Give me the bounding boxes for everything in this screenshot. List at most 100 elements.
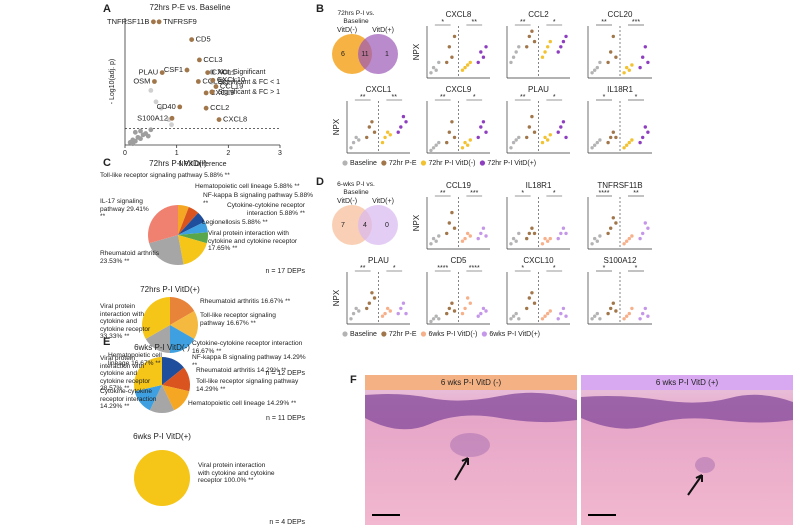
slice-sig: ** — [124, 385, 130, 393]
legend-swatch — [342, 160, 348, 166]
dot — [437, 60, 441, 65]
dot — [545, 311, 550, 316]
point — [130, 141, 136, 147]
sig-label: **** — [437, 265, 448, 272]
dot — [595, 239, 599, 243]
slice-name: Viral protein interaction with cytokine … — [100, 355, 151, 385]
dot — [484, 130, 488, 134]
dot — [545, 239, 550, 243]
dot — [463, 236, 467, 241]
dot — [468, 138, 472, 142]
dot — [429, 148, 433, 153]
sig-label: * — [603, 94, 606, 101]
sig-label: * — [635, 265, 638, 272]
point-label: CXCL8 — [223, 115, 247, 124]
slice-value: 23.53% — [100, 257, 123, 265]
dot — [630, 138, 634, 142]
slice-value: 5.88% — [273, 183, 293, 190]
slice-name: Viral protein interaction with cytokine … — [100, 303, 151, 333]
legend-swatch — [342, 331, 348, 337]
dot — [517, 231, 521, 236]
plot-title: CCL20 — [608, 10, 633, 19]
slice-label: Cytokine-cytokine receptor interaction 5… — [210, 202, 305, 217]
legend-label: 72hr P-E — [389, 160, 417, 167]
pie-slice — [178, 212, 205, 235]
dot — [625, 65, 629, 70]
sig-label: ** — [520, 19, 526, 26]
dot — [447, 306, 452, 311]
dot — [556, 317, 560, 321]
dot — [434, 143, 438, 147]
dot — [460, 146, 465, 150]
plot-title: CXCL10 — [523, 256, 554, 265]
legend-swatch — [381, 331, 387, 337]
dot — [556, 236, 560, 241]
dot — [590, 71, 594, 75]
legend-label: Baseline — [350, 160, 377, 167]
pie-slice — [149, 235, 184, 265]
dot — [509, 60, 513, 65]
dot — [614, 309, 618, 313]
legend-swatch — [209, 69, 215, 75]
point — [216, 117, 222, 122]
plot-title: PLAU — [528, 85, 549, 94]
dot — [479, 231, 483, 236]
dot — [561, 120, 566, 124]
slice-label: NF-kappa B signaling pathway 5.88% ** — [203, 192, 313, 207]
point — [210, 77, 216, 83]
slice-sig: ** — [291, 400, 297, 407]
point — [148, 87, 154, 93]
slice-label: Cytokine-cytokine receptor interaction 1… — [192, 340, 307, 355]
slice-sig: ** — [281, 367, 287, 374]
point — [195, 79, 201, 84]
x-tick-label: 1 — [175, 150, 179, 157]
point-label: PLAU — [139, 68, 159, 77]
dot — [564, 135, 568, 140]
dot — [351, 311, 356, 316]
sig-label: * — [473, 94, 476, 101]
dot — [646, 130, 650, 134]
point — [213, 84, 219, 89]
dot — [540, 317, 545, 321]
venn-label: VitD(-) — [337, 27, 357, 34]
dot — [646, 226, 650, 230]
venn-title-text: 72hrs P-I vs. Baseline — [337, 10, 375, 25]
dot — [468, 234, 472, 238]
pie-slice — [162, 357, 184, 385]
dot — [460, 311, 465, 316]
dot — [452, 226, 457, 230]
legend-swatch — [209, 89, 215, 95]
sig-label: * — [635, 94, 638, 101]
sig-label: * — [603, 265, 606, 272]
point-label: CD5 — [196, 35, 211, 44]
dot — [447, 130, 452, 134]
venn-count: 4 — [363, 222, 367, 229]
dot — [598, 234, 602, 238]
point — [184, 67, 190, 73]
slice-label: Hematopoietic cell lineage 14.29% ** — [188, 400, 308, 408]
dot — [481, 226, 486, 230]
point — [152, 79, 157, 84]
y-axis-label: NPX — [412, 43, 421, 60]
point — [159, 70, 165, 76]
slice-sig: ** — [124, 333, 130, 341]
dot — [514, 311, 518, 316]
dot — [434, 239, 438, 243]
dot — [447, 221, 452, 225]
dot — [548, 309, 552, 313]
dot — [622, 242, 626, 246]
dot — [564, 34, 568, 39]
venn-count: 6 — [341, 51, 345, 58]
dot — [606, 140, 610, 145]
legend-label: 72hr P-I VitD(+) — [487, 160, 536, 167]
sig-label: *** — [632, 19, 640, 26]
dot — [545, 45, 550, 49]
epidermis-left — [365, 392, 577, 430]
dot — [630, 234, 634, 238]
panel-label: F — [350, 374, 357, 386]
dot — [431, 65, 436, 70]
slice-name: Toll-like receptor signaling pathway — [196, 378, 299, 385]
dot — [445, 60, 449, 65]
dot — [514, 138, 518, 142]
dot — [511, 55, 516, 59]
